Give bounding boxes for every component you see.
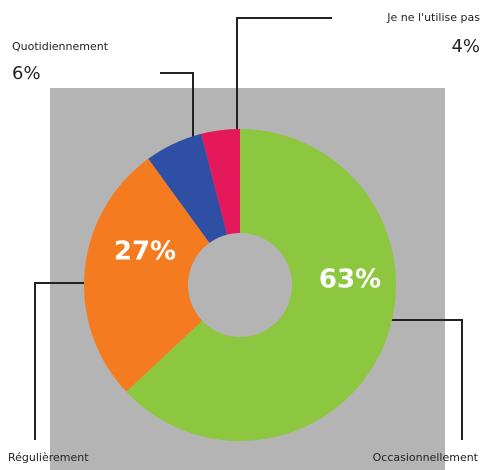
category-label: Régulièrement	[8, 451, 89, 464]
donut-sector	[126, 129, 397, 442]
value-label: 6%	[12, 63, 41, 84]
donut-sector	[83, 158, 210, 392]
donut-sector	[148, 133, 228, 243]
value-label: 63%	[319, 265, 381, 295]
value-label: 27%	[114, 237, 176, 267]
leader-line	[236, 17, 332, 178]
category-label: Je ne l'utilise pas	[386, 11, 480, 24]
category-label: Occasionnellement	[373, 451, 479, 464]
value-label: 4%	[451, 36, 480, 57]
donut	[83, 129, 397, 442]
donut-sector	[201, 129, 240, 235]
category-label: Quotidiennement	[12, 40, 109, 53]
